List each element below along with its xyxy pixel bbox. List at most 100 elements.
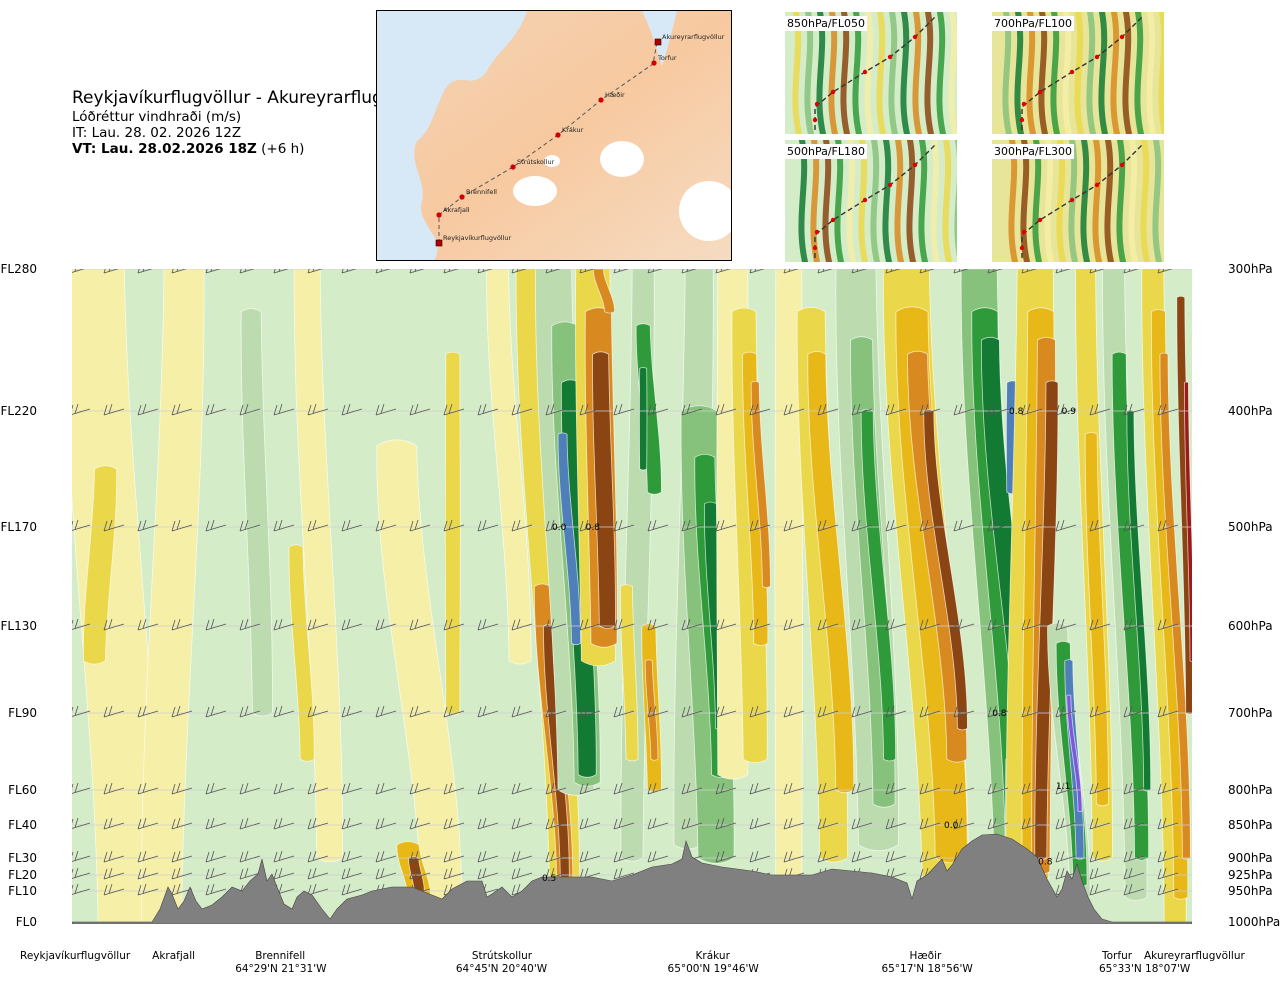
thumb-station (887, 54, 893, 60)
map-station-label: Hæðir (605, 91, 625, 99)
thumb-station (912, 162, 918, 168)
thumb-700-field (992, 12, 1164, 134)
map-station-marker (436, 212, 442, 218)
wind-barb (919, 782, 941, 795)
wind-barb (72, 850, 91, 862)
wind-barb (409, 817, 431, 830)
wind-barb (1089, 618, 1111, 631)
wind-barb (885, 817, 907, 830)
thumb-500[interactable]: 500hPa/FL180 (785, 140, 957, 262)
valid-time: VT: Lau. 28.02.2026 18Z (72, 141, 257, 157)
wind-barb (103, 618, 125, 631)
wind-barb (239, 269, 255, 274)
wind-barb (647, 269, 663, 274)
wind-barb (137, 269, 153, 274)
wind-barb (273, 269, 289, 274)
thumb-stripe (930, 140, 941, 262)
thumb-stripe (918, 140, 929, 262)
wind-barb (205, 850, 227, 863)
wind-barb (1055, 817, 1077, 830)
wind-barb (1089, 269, 1105, 274)
velocity-band (1150, 309, 1189, 900)
wind-barb (1123, 817, 1145, 830)
thumb-stripe (900, 12, 911, 134)
wind-barb (647, 403, 669, 416)
wind-barb (919, 850, 941, 863)
wind-barb (953, 519, 975, 532)
wind-barb (817, 269, 833, 274)
wind-barb (72, 782, 91, 794)
thumb-stripe (936, 12, 947, 134)
wind-barb (375, 867, 397, 880)
wind-barb (749, 705, 771, 718)
thumb-stripe (1128, 140, 1139, 262)
wind-barb (953, 817, 975, 830)
wind-barb (409, 705, 431, 718)
wind-barb (579, 817, 601, 830)
wind-barb (307, 618, 329, 631)
route-title: Reykjavíkurflugvöllur - Akureyrarflugvöl… (72, 88, 431, 108)
wind-barb (137, 519, 159, 532)
thumb-700[interactable]: 700hPa/FL100 (992, 12, 1164, 134)
wind-barb (1089, 403, 1111, 416)
wind-barb (987, 705, 1009, 718)
waypoint-name: Strútskollur (471, 950, 533, 962)
map-station-label: Torfur (657, 54, 677, 62)
waypoint-name: Akureyrarflugvöllur (1144, 950, 1245, 962)
wind-barb (72, 403, 91, 415)
wind-barb (919, 618, 941, 631)
flight-level-label: FL220 (0, 404, 38, 418)
wind-barb (783, 817, 805, 830)
thumb-stripe (864, 12, 875, 134)
map-station-label: Reykjavíkurflugvöllur (443, 234, 512, 242)
wind-barb (749, 269, 765, 274)
thumb-850[interactable]: 850hPa/FL050 (785, 12, 957, 134)
wind-barb (205, 269, 221, 274)
wind-barb (273, 817, 295, 830)
map-station-marker (435, 239, 443, 247)
wind-barb (681, 519, 703, 532)
pressure-label: 300hPa (1228, 262, 1273, 276)
wind-barb (477, 403, 499, 416)
wind-barb (1123, 867, 1145, 880)
wind-barb (375, 269, 391, 274)
wind-barb (205, 705, 227, 718)
wind-barb (375, 403, 397, 416)
thumb-station (912, 34, 918, 40)
flight-level-label: FL0 (15, 915, 37, 929)
wind-barb (72, 867, 91, 879)
wind-barb (239, 705, 261, 718)
wind-barb (851, 519, 873, 532)
wind-barb (205, 519, 227, 532)
velocity-band (592, 269, 616, 314)
wind-barb (239, 618, 261, 631)
wind-barb (749, 817, 771, 830)
wind-barb (1157, 269, 1173, 274)
wind-barb (681, 817, 703, 830)
vertical-velocity-bands (72, 269, 1192, 924)
thumb-300[interactable]: 300hPa/FL300 (992, 140, 1164, 262)
thumb-700-label: 700hPa/FL100 (992, 16, 1075, 31)
wind-barb (579, 403, 601, 416)
wind-barb (783, 618, 805, 631)
wind-barb (885, 782, 907, 795)
wind-barb (987, 269, 1003, 274)
wind-barb (137, 850, 159, 863)
wind-barb (749, 782, 771, 795)
thumb-station (1069, 197, 1075, 203)
wind-barb (375, 817, 397, 830)
wind-barb (579, 850, 601, 863)
wind-barb (885, 618, 907, 631)
variable-label: Lóðréttur vindhraði (m/s) (72, 109, 242, 125)
thumb-stripe (1086, 12, 1097, 134)
wind-barb (103, 867, 125, 880)
wind-barb (749, 850, 771, 863)
thumb-station (812, 245, 818, 251)
flight-level-label: FL280 (0, 262, 38, 276)
wind-barb (1021, 705, 1043, 718)
pressure-label: 700hPa (1228, 706, 1273, 720)
pressure-label: 500hPa (1228, 520, 1273, 534)
wind-barb (341, 403, 363, 416)
wind-barb (103, 817, 125, 830)
wind-barb (205, 782, 227, 795)
